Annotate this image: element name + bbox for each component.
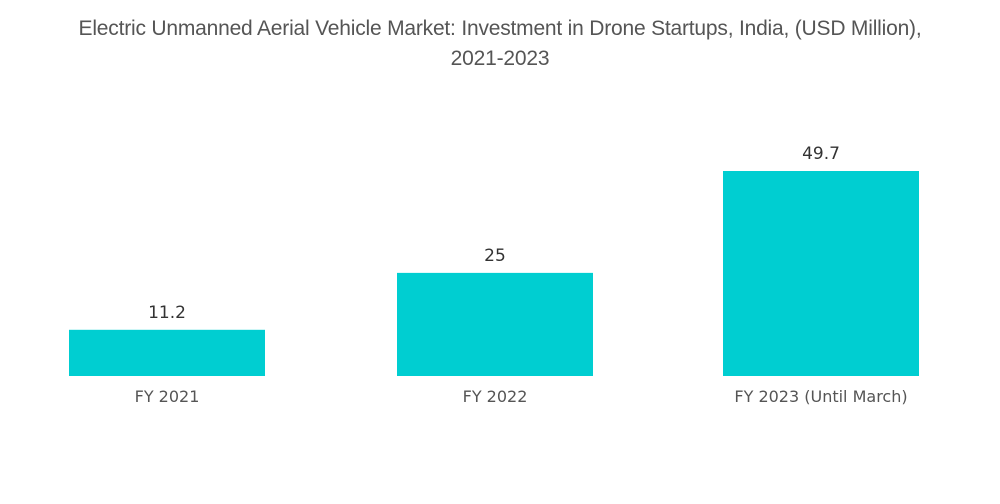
chart-title-line-2: 2021-2023 xyxy=(450,47,550,70)
bar-2 xyxy=(397,272,593,376)
bar-3 xyxy=(723,171,919,376)
x-tick-label-1: FY 2021 xyxy=(135,387,200,406)
chart-title: Electric Unmanned Aerial Vehicle Market:… xyxy=(0,14,1000,74)
x-tick-label-2: FY 2022 xyxy=(463,387,528,406)
data-label-2: 25 xyxy=(484,246,506,266)
bar-1 xyxy=(69,329,265,376)
data-label-3: 49.7 xyxy=(802,144,840,164)
chart-title-line-1: Electric Unmanned Aerial Vehicle Market:… xyxy=(78,17,922,40)
x-tick-label-3: FY 2023 (Until March) xyxy=(734,387,907,406)
data-label-1: 11.2 xyxy=(148,303,186,323)
